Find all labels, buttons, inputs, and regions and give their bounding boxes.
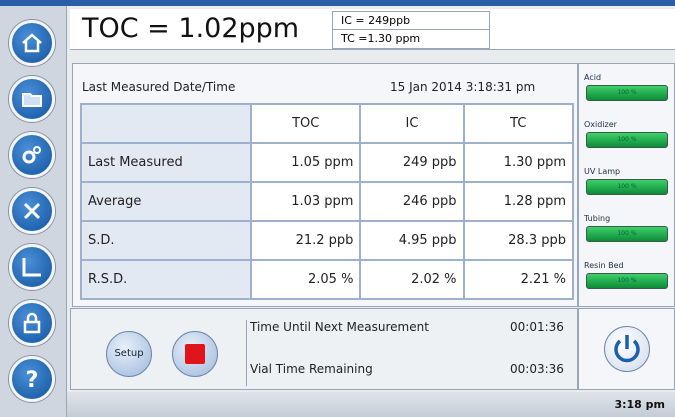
value-cell: 246 ppb	[360, 182, 463, 221]
row-label: Last Measured	[81, 143, 251, 182]
chart-button[interactable]	[9, 244, 55, 290]
value-cell: 2.05 %	[251, 260, 360, 299]
tc-reading: TC =1.30 ppm	[341, 32, 420, 45]
stop-button[interactable]	[172, 331, 218, 377]
next-measurement-label: Time Until Next Measurement	[250, 320, 429, 334]
row-label: Average	[81, 182, 251, 221]
settings-button[interactable]	[9, 132, 55, 178]
value-cell: 1.03 ppm	[251, 182, 360, 221]
header-bar: TOC = 1.02ppm IC = 249ppb TC =1.30 ppm	[70, 9, 675, 50]
sidebar: ?	[0, 6, 67, 417]
value-cell: 2.21 %	[464, 260, 573, 299]
lock-button[interactable]	[9, 300, 55, 346]
ic-tc-box: IC = 249ppb TC =1.30 ppm	[332, 11, 490, 49]
date-caption: Last Measured Date/Time	[82, 80, 235, 94]
top-border	[0, 0, 675, 6]
status-bar: 3:18 pm	[67, 392, 675, 417]
reagent-label: UV Lamp	[584, 167, 620, 176]
value-cell: 21.2 ppb	[251, 221, 360, 260]
reagent-level-bar: 100 %	[586, 273, 668, 289]
reagent-label: Acid	[584, 73, 601, 82]
reagent-level-bar: 100 %	[586, 179, 668, 195]
column-header: TOC	[251, 104, 360, 143]
reagent-label: Resin Bed	[584, 261, 624, 270]
vial-time-value: 00:03:36	[510, 362, 564, 376]
next-measurement-value: 00:01:36	[510, 320, 564, 334]
vial-time-label: Vial Time Remaining	[250, 362, 373, 376]
tools-button[interactable]	[9, 188, 55, 234]
power-button[interactable]	[604, 326, 650, 372]
power-panel	[578, 308, 675, 390]
value-cell: 1.30 ppm	[464, 143, 573, 182]
table-row: R.S.D.2.05 %2.02 %2.21 %	[81, 260, 573, 299]
reagent-label: Oxidizer	[584, 120, 617, 129]
setup-button[interactable]: Setup	[106, 331, 152, 377]
svg-text:?: ?	[26, 368, 39, 391]
row-label: S.D.	[81, 221, 251, 260]
home-button[interactable]	[9, 20, 55, 66]
ic-reading: IC = 249ppb	[341, 14, 410, 27]
reagent-level-bar: 100 %	[586, 132, 668, 148]
reagent-level-bar: 100 %	[586, 226, 668, 242]
value-cell: 1.05 ppm	[251, 143, 360, 182]
reagent-level-bar: 100 %	[586, 85, 668, 101]
help-button[interactable]: ?	[9, 356, 55, 402]
value-cell: 249 ppb	[360, 143, 463, 182]
clock: 3:18 pm	[614, 398, 665, 411]
column-header: IC	[360, 104, 463, 143]
date-value: 15 Jan 2014 3:18:31 pm	[390, 80, 535, 94]
column-header: TC	[464, 104, 573, 143]
header-row: TOC IC TC	[81, 104, 573, 143]
corner-cell	[81, 104, 251, 143]
value-cell: 4.95 ppb	[360, 221, 463, 260]
toc-reading: TOC = 1.02ppm	[82, 13, 299, 44]
reagent-label: Tubing	[584, 214, 610, 223]
screen: ? TOC = 1.02ppm IC = 249ppb TC =1.30 ppm…	[0, 0, 675, 417]
folder-button[interactable]	[9, 76, 55, 122]
value-cell: 28.3 ppb	[464, 221, 573, 260]
row-label: R.S.D.	[81, 260, 251, 299]
value-cell: 2.02 %	[360, 260, 463, 299]
value-cell: 1.28 ppm	[464, 182, 573, 221]
